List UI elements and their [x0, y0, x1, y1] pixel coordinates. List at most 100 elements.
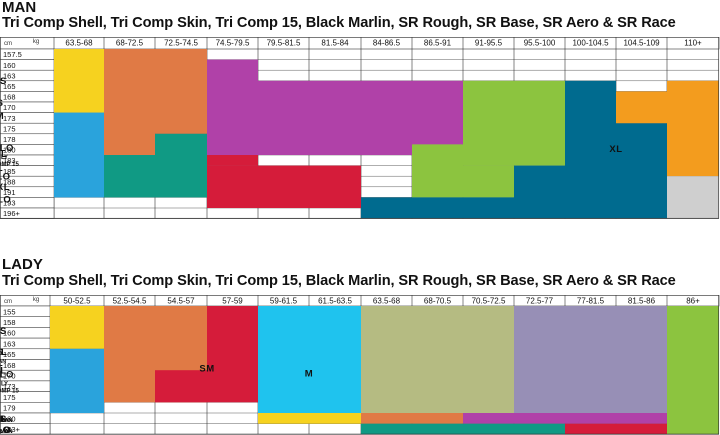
height-label: 168: [3, 93, 16, 102]
weight-header: 74.5-79.5: [216, 39, 250, 48]
header-row: [0, 37, 720, 50]
height-label: 170: [3, 103, 16, 112]
size-note: MAN: [0, 359, 6, 365]
height-label: 165: [3, 350, 16, 359]
size-zone: [412, 359, 514, 413]
height-label: 165: [3, 82, 16, 91]
weight-header: 95.5-100: [524, 39, 556, 48]
weight-header: 110+: [684, 39, 702, 48]
weight-header: 81.5-86: [628, 297, 656, 306]
size-label: SM: [199, 363, 214, 374]
weight-header: 52.5-54.5: [113, 297, 147, 306]
size-zone: [50, 306, 104, 349]
size-zone: [463, 80, 565, 166]
height-label: 173: [3, 114, 16, 123]
size-zone: [207, 59, 258, 155]
height-label: 175: [3, 124, 16, 133]
size-label: S: [0, 98, 3, 109]
weight-header: 68-72.5: [116, 39, 144, 48]
weight-header: 79.5-81.5: [267, 39, 301, 48]
weight-header: 50-52.5: [63, 297, 91, 306]
size-note-line: TRI COMP 15: [0, 389, 19, 395]
lady-title: LADY: [2, 256, 43, 273]
size-zone: [361, 423, 565, 435]
height-label: 160: [3, 329, 16, 338]
size-zone: [565, 423, 667, 435]
size-label: XS: [0, 326, 7, 337]
size-zone: [412, 197, 463, 219]
size-note: MAN: [0, 429, 13, 435]
kg-unit-label: kg: [33, 297, 39, 303]
height-label: 163: [3, 339, 16, 348]
size-zone: [54, 49, 104, 113]
size-zone: [514, 306, 667, 413]
size-note: MAN: [0, 429, 13, 435]
size-label: XSLO: [0, 370, 14, 381]
size-label: M: [0, 111, 4, 122]
kg-unit-label: kg: [33, 39, 39, 45]
height-label: 185: [3, 167, 16, 176]
weight-header: 54.5-57: [167, 297, 195, 306]
weight-header: 63.5-68: [65, 39, 93, 48]
weight-header: 72.5-74.5: [164, 39, 198, 48]
size-label: MLO: [0, 195, 11, 206]
size-label: XSLO: [0, 143, 14, 154]
weight-header: 91-95.5: [475, 39, 503, 48]
height-label: 163: [3, 71, 16, 80]
size-zone: [616, 91, 667, 124]
chart-border: [0, 295, 720, 435]
size-zone: [412, 144, 463, 198]
weight-header: 104.5-109: [623, 39, 660, 48]
chart-border: [0, 37, 720, 219]
size-zone: [616, 123, 667, 219]
size-zone: [207, 155, 258, 166]
size-zone: [207, 306, 258, 403]
height-label: 188: [3, 177, 16, 186]
header-row: [0, 295, 720, 307]
height-label: 179: [3, 404, 16, 413]
height-label: 180: [3, 146, 16, 155]
weight-header: 86+: [686, 297, 700, 306]
lady-subtitle: Tri Comp Shell, Tri Comp Skin, Tri Comp …: [2, 273, 676, 289]
cm-unit-label: cm: [4, 299, 12, 305]
size-label: XS: [0, 76, 7, 87]
size-zone: [50, 348, 104, 413]
man-size-chart: cm kg 63.5-68 68-72.5 72.5-74.5 74.5-79.5 79.5…: [0, 37, 720, 220]
size-label: XL: [609, 144, 622, 155]
size-note: MAN: [0, 418, 13, 424]
size-label: XXL: [0, 182, 10, 193]
size-zone: [155, 49, 207, 134]
size-zone: [361, 306, 412, 413]
height-label: 196+: [3, 209, 21, 218]
height-label: 193: [3, 199, 16, 208]
size-label: ML: [0, 347, 7, 358]
size-zone: [412, 306, 514, 360]
size-zone: [667, 306, 719, 435]
weight-header: 81.5-84: [321, 39, 349, 48]
weight-header: 59-61.5: [270, 297, 298, 306]
weight-header: 57-59: [222, 297, 243, 306]
cm-unit-label: cm: [4, 41, 12, 47]
size-note-line: ONLY: [0, 155, 8, 161]
size-label: MLO: [0, 425, 11, 435]
size-zone: [207, 165, 361, 208]
height-label: 180: [3, 414, 16, 423]
weight-header: 77-81.5: [577, 297, 605, 306]
weight-header: 84-86.5: [373, 39, 401, 48]
size-zone: [361, 413, 463, 424]
height-label: 155: [3, 307, 16, 316]
size-zone: [412, 80, 463, 145]
height-label: 160: [3, 61, 16, 70]
size-zone: [258, 80, 412, 155]
height-label: 170: [3, 372, 16, 381]
size-zone: [514, 165, 565, 219]
size-label: M: [305, 369, 313, 380]
size-note: MAN: [0, 418, 13, 424]
size-label: L: [0, 163, 3, 174]
weight-header: 68-70.5: [424, 297, 452, 306]
height-label: 173: [3, 382, 16, 391]
size-label: M: [0, 414, 4, 425]
size-zone: [104, 49, 155, 155]
size-label: XL: [0, 365, 7, 376]
size-label: XS: [0, 414, 7, 425]
